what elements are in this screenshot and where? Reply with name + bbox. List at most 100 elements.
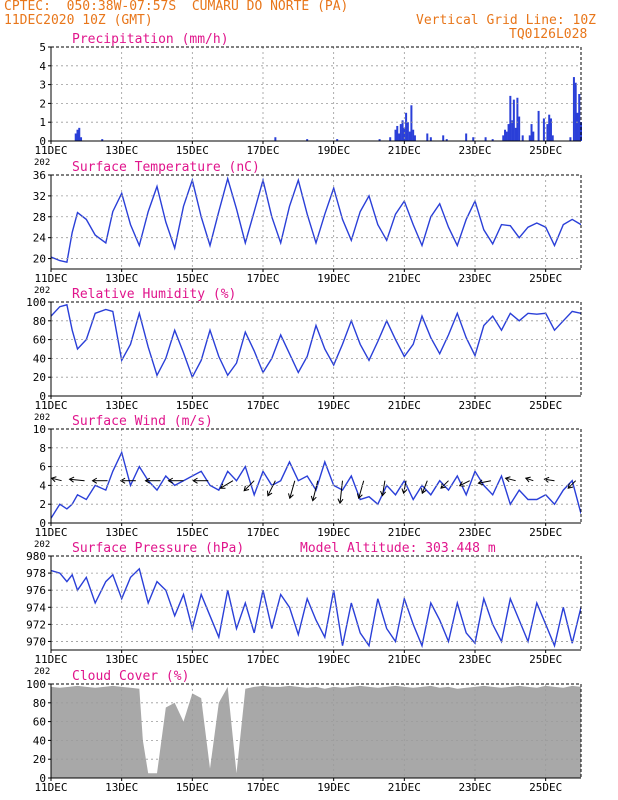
- x-tick-label: 11DEC: [34, 781, 67, 794]
- wind-vector-head: [50, 476, 57, 483]
- wind-vector-head: [68, 476, 75, 483]
- x-tick-label: 11DEC: [34, 144, 67, 157]
- precip-bar: [74, 133, 77, 141]
- precip-bar: [532, 131, 535, 141]
- wind-vector-head: [266, 490, 273, 497]
- panel-temp: 20 24 28 32 36 11DEC 13DEC 15DEC 17DEC 19DEC 21DEC…: [33, 160, 582, 296]
- x-tick-label: 11DEC: [34, 526, 67, 539]
- precip-bar: [413, 135, 416, 141]
- wind-vector: [478, 480, 491, 484]
- temp-title: Surface Temperature (nC): [72, 160, 260, 175]
- x-year-fragment: 202: [34, 158, 50, 168]
- precip-bar: [442, 135, 445, 141]
- precip-bar: [403, 127, 406, 141]
- press-series-line: [51, 567, 581, 649]
- precip-bar: [530, 124, 533, 141]
- x-tick-label: 19DEC: [317, 272, 350, 285]
- precip-bar: [389, 137, 392, 141]
- press-title: Surface Pressure (hPa): [72, 541, 244, 556]
- precip-bar: [306, 139, 309, 141]
- y-tick-label: 60: [33, 334, 46, 347]
- x-tick-label: 23DEC: [458, 526, 491, 539]
- precip-bar: [408, 131, 411, 141]
- panel-precip: 0 1 2 3 4 5 11DEC 13DEC 15DEC 17DEC 19DEC 21DEC 23DE…: [34, 32, 582, 168]
- wind-vector: [358, 480, 365, 499]
- wind-vector-head: [243, 485, 250, 492]
- precip-bar: [401, 120, 404, 141]
- precip-bar: [336, 139, 339, 141]
- wind-vector-head: [477, 479, 484, 486]
- wind-vector-head: [310, 495, 317, 502]
- wind-vector: [69, 478, 85, 482]
- y-tick-label: 20: [33, 753, 46, 766]
- x-tick-label: 13DEC: [105, 272, 138, 285]
- precip-bar: [101, 139, 104, 141]
- x-tick-label: 17DEC: [246, 144, 279, 157]
- precip-bar: [528, 135, 531, 141]
- precip-bar: [569, 137, 572, 141]
- wind-vector-head: [458, 481, 465, 487]
- x-tick-label: 11DEC: [34, 399, 67, 412]
- y-tick-label: 10: [33, 423, 46, 436]
- y-tick-label: 970: [26, 635, 46, 648]
- precip-bar: [580, 122, 582, 141]
- wind-vector-head: [504, 476, 511, 483]
- x-tick-label: 23DEC: [458, 653, 491, 666]
- precip-bar: [518, 116, 521, 141]
- y-tick-label: 0: [39, 390, 46, 403]
- y-tick-label: 36: [33, 169, 46, 182]
- y-tick-label: 80: [33, 315, 46, 328]
- x-tick-label: 19DEC: [317, 653, 350, 666]
- y-tick-label: 0: [39, 517, 46, 530]
- x-tick-label: 21DEC: [388, 272, 421, 285]
- y-tick-label: 972: [26, 618, 46, 631]
- model-altitude: Model Altitude: 303.448 m: [300, 541, 496, 556]
- y-tick-label: 2: [39, 498, 46, 511]
- y-tick-label: 6: [39, 461, 46, 474]
- wind-vector-head: [524, 476, 531, 483]
- wind-vector: [381, 480, 386, 496]
- precip-bar: [491, 139, 494, 141]
- y-tick-label: 60: [33, 716, 46, 729]
- precip-bar: [509, 95, 512, 141]
- wind-vector-head: [119, 477, 126, 484]
- wind-title: Surface Wind (m/s): [72, 414, 213, 429]
- precip-bar: [396, 125, 399, 141]
- precip-bar: [537, 110, 540, 141]
- cloud-title: Cloud Cover (%): [72, 669, 189, 684]
- header-datetime: 11DEC2020 10Z (GMT): [4, 13, 153, 28]
- wind-vector: [567, 480, 577, 489]
- wind-vector: [220, 480, 234, 489]
- y-tick-label: 0: [39, 772, 46, 785]
- x-tick-label: 21DEC: [388, 653, 421, 666]
- x-tick-label: 25DEC: [529, 653, 562, 666]
- x-tick-label: 23DEC: [458, 144, 491, 157]
- x-tick-label: 21DEC: [388, 144, 421, 157]
- x-year-fragment: 202: [34, 286, 50, 296]
- precip-bar: [504, 129, 507, 141]
- precip-bar: [551, 135, 554, 141]
- wind-vector-head: [144, 477, 151, 484]
- x-tick-label: 15DEC: [176, 781, 209, 794]
- y-tick-label: 0: [39, 135, 46, 148]
- precip-bar: [546, 124, 549, 141]
- x-tick-label: 19DEC: [317, 399, 350, 412]
- precip-bar: [399, 124, 402, 141]
- wind-vector: [243, 480, 255, 492]
- rh-series-line: [51, 303, 581, 379]
- precip-bar: [78, 127, 81, 141]
- wind-vector-head: [192, 477, 198, 484]
- precip-bar: [405, 112, 408, 141]
- wind-vector: [440, 480, 449, 489]
- precip-bar: [410, 105, 413, 141]
- y-tick-label: 100: [26, 678, 46, 691]
- wind-vector-head: [380, 490, 387, 497]
- x-tick-label: 17DEC: [246, 399, 279, 412]
- wind-vector-head: [543, 476, 550, 483]
- precip-bar: [80, 137, 83, 141]
- x-tick-label: 17DEC: [246, 653, 279, 666]
- wind-vector: [289, 480, 296, 499]
- wind-vector: [267, 480, 276, 496]
- x-tick-label: 23DEC: [458, 399, 491, 412]
- wind-vector: [525, 477, 534, 482]
